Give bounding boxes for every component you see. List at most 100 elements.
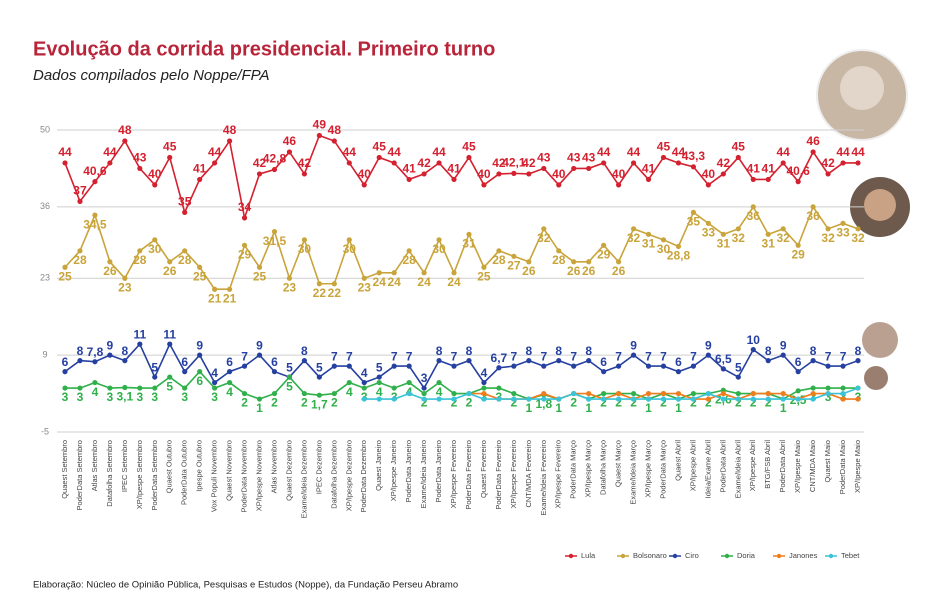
data-point xyxy=(645,176,652,183)
data-label: 43 xyxy=(567,151,581,165)
data-label: 29 xyxy=(597,247,611,261)
data-label: 2 xyxy=(301,396,308,410)
data-label: 2 xyxy=(660,396,667,410)
data-point xyxy=(137,385,143,391)
data-label: 44 xyxy=(851,145,865,159)
data-label: 32 xyxy=(627,231,641,245)
x-tick-label: PoderData Outubro xyxy=(180,440,189,505)
data-label: 26 xyxy=(567,264,581,278)
x-tick-label: CNT/MDA Fevereiro xyxy=(524,440,533,508)
data-label: 40 xyxy=(702,167,716,181)
data-point xyxy=(541,165,547,172)
data-point xyxy=(616,396,622,402)
data-label: 48 xyxy=(118,123,132,137)
x-tick-label: Quaest Março xyxy=(614,440,623,487)
data-label: 41 xyxy=(402,162,416,176)
data-label: 2 xyxy=(570,396,577,410)
data-point xyxy=(481,182,487,188)
y-tick-label: 36 xyxy=(40,201,50,211)
data-label: 8 xyxy=(855,344,862,358)
data-point xyxy=(690,209,697,215)
data-point xyxy=(630,352,637,358)
x-tick-label: XP/Ipespe Abril xyxy=(748,440,757,492)
x-tick-label: XP/Ipespe Novembro xyxy=(254,440,263,511)
data-point xyxy=(391,270,397,276)
data-point xyxy=(630,226,637,232)
data-point xyxy=(601,369,607,375)
data-label: 28,8 xyxy=(667,249,691,263)
legend-label: Bolsonaro xyxy=(633,551,667,560)
data-point xyxy=(436,160,442,166)
data-point xyxy=(316,132,322,139)
data-label: 2 xyxy=(511,396,518,410)
data-point xyxy=(840,160,846,166)
data-label: 8 xyxy=(525,344,532,358)
data-point xyxy=(62,264,68,270)
data-label: 24 xyxy=(387,275,401,289)
data-label: 6 xyxy=(675,355,682,369)
data-point xyxy=(795,396,801,402)
candidate-photos xyxy=(816,49,910,390)
data-point xyxy=(286,275,293,281)
data-point xyxy=(197,264,203,270)
data-point xyxy=(346,363,352,369)
data-point xyxy=(301,171,307,177)
data-point xyxy=(840,390,846,397)
data-point xyxy=(421,390,427,397)
data-label: 41 xyxy=(747,162,761,176)
data-point xyxy=(316,281,322,287)
data-point xyxy=(241,363,248,369)
data-label: 7 xyxy=(690,349,697,363)
data-point xyxy=(690,390,697,397)
x-tick-label: IPEC Setembro xyxy=(120,440,129,492)
data-point xyxy=(660,237,667,243)
data-label: 7 xyxy=(615,349,622,363)
x-tick-label: Datafolha Dezembro xyxy=(329,440,338,509)
legend-dot xyxy=(672,553,678,559)
data-point xyxy=(496,248,502,254)
legend: Lula Bolsonaro Ciro Doria Janones Tebet xyxy=(565,551,860,560)
data-label: 2 xyxy=(615,396,622,410)
data-label: 3 xyxy=(107,390,114,404)
data-point xyxy=(765,231,771,237)
data-point xyxy=(601,242,607,248)
data-point xyxy=(421,171,427,177)
data-label: 44 xyxy=(777,145,791,159)
data-point xyxy=(256,264,263,270)
data-label: 43,3 xyxy=(682,149,706,163)
data-label: 5 xyxy=(286,379,293,393)
data-point xyxy=(810,204,816,210)
data-point xyxy=(735,226,741,232)
data-point xyxy=(810,396,816,402)
data-point xyxy=(690,363,697,369)
data-label: 34 xyxy=(238,200,252,214)
y-tick-label: 23 xyxy=(40,273,50,283)
data-point xyxy=(346,160,352,166)
data-label: 42 xyxy=(492,156,506,170)
data-label: 1 xyxy=(555,401,562,415)
data-point xyxy=(466,358,472,364)
x-tick-label: BTG/FSB Abril xyxy=(763,440,772,489)
data-point xyxy=(810,149,816,155)
data-label: 2 xyxy=(705,396,712,410)
data-point xyxy=(810,390,816,397)
x-tick-label: Quaest Maio xyxy=(823,440,832,483)
data-point xyxy=(122,138,128,144)
photo xyxy=(864,366,888,390)
data-point xyxy=(271,228,278,235)
data-label: 35 xyxy=(178,195,192,209)
data-label: 3 xyxy=(136,390,143,404)
data-point xyxy=(182,385,188,391)
data-label: 4 xyxy=(361,366,368,380)
data-point xyxy=(436,358,442,364)
data-point xyxy=(122,358,128,364)
data-point xyxy=(406,176,412,183)
data-point xyxy=(855,385,861,391)
data-point xyxy=(406,379,412,386)
data-label: 7 xyxy=(660,349,667,363)
data-point xyxy=(735,390,741,397)
data-point xyxy=(825,385,831,391)
data-label: 6 xyxy=(795,355,802,369)
x-tick-label: Quaest Novembro xyxy=(225,440,234,501)
data-point xyxy=(795,179,801,185)
